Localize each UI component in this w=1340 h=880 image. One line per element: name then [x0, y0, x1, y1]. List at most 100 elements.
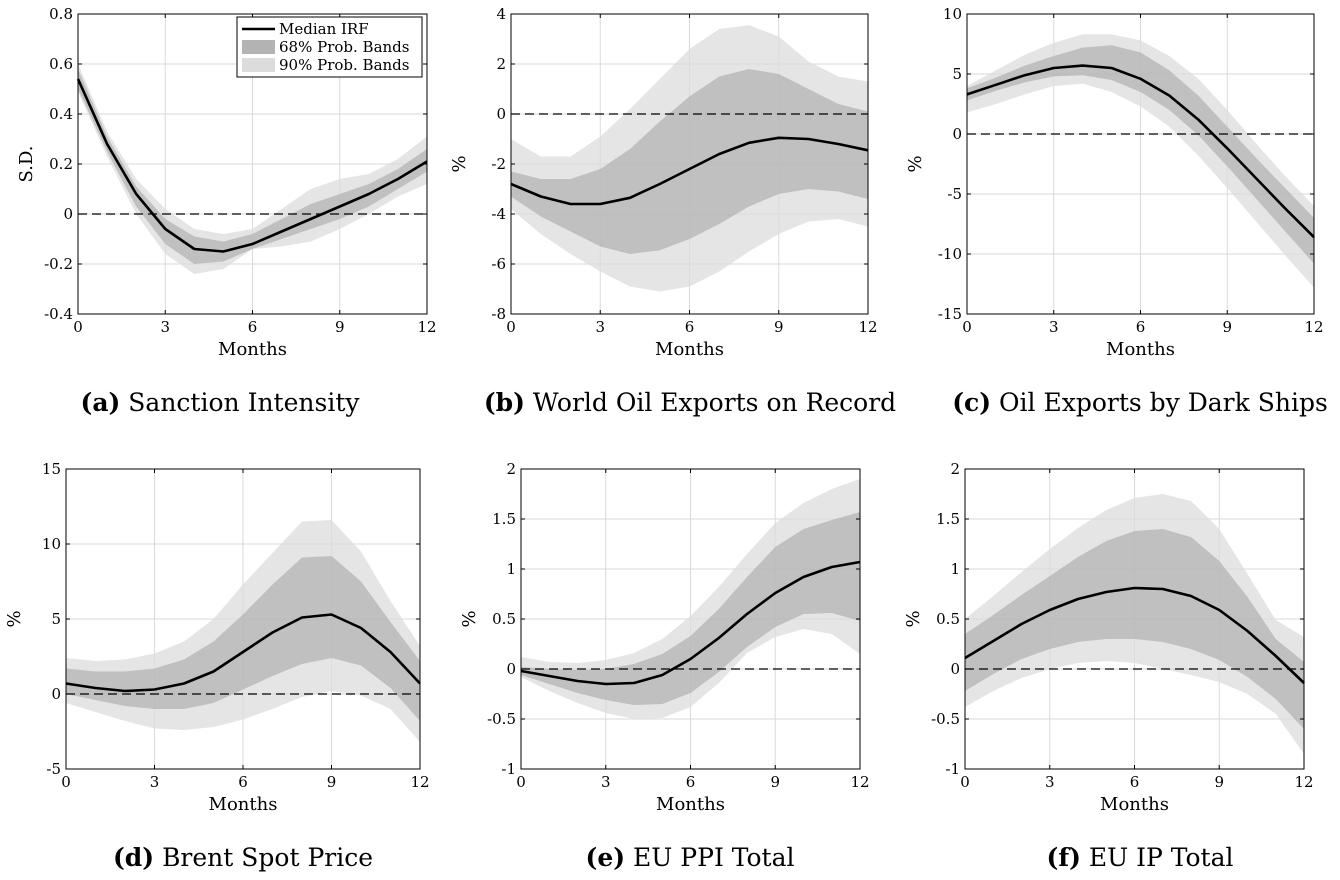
y-tick-label: 0: [506, 660, 516, 678]
y-tick-label: -1: [945, 760, 960, 778]
y-tick-label: 0: [950, 660, 960, 678]
x-tick-label: 3: [1045, 773, 1055, 791]
y-tick-label: 10: [943, 5, 962, 23]
caption-space: [625, 843, 633, 872]
caption-space: [1081, 843, 1089, 872]
caption-letter: (d): [113, 843, 154, 872]
panel-f: 0 3 6 9 12 -1 -0.5 0 0.5 1 1.5 2 Months% (f) EU IP To…: [903, 460, 1314, 872]
x-tick-label: 9: [327, 773, 337, 791]
x-tick-label: 12: [858, 318, 877, 336]
y-tick-label: 0.5: [492, 610, 516, 628]
y-tick-label: -8: [491, 305, 506, 323]
x-tick-label: 3: [595, 318, 605, 336]
y-tick-label: -2: [491, 155, 506, 173]
caption-title: EU PPI Total: [633, 843, 794, 872]
x-tick-label: 6: [238, 773, 248, 791]
y-tick-label: 0.8: [49, 5, 73, 23]
y-tick-label: 0: [496, 105, 506, 123]
x-tick-label: 3: [160, 318, 170, 336]
y-tick-label: -5: [947, 185, 962, 203]
x-tick-label: 9: [1222, 318, 1232, 336]
legend-median-label: Median IRF: [279, 20, 369, 38]
x-tick-label: 3: [601, 773, 611, 791]
y-axis-label: %: [459, 610, 480, 627]
caption-space: [991, 388, 999, 417]
legend-band90-label: 90% Prob. Bands: [279, 56, 409, 74]
y-tick-label: -0.2: [44, 255, 73, 273]
median-irf-line: [510, 136, 869, 206]
y-tick-label: -10: [938, 245, 962, 263]
y-tick-label: -0.5: [487, 710, 516, 728]
y-tick-label: -1: [501, 760, 516, 778]
x-axis-label: Months: [218, 339, 287, 360]
x-tick-label: 12: [417, 318, 436, 336]
y-tick-label: 0.6: [49, 55, 73, 73]
caption-space: [120, 388, 128, 417]
x-tick-label: 6: [1130, 773, 1140, 791]
band-68: [965, 529, 1304, 729]
panel-caption: (b) World Oil Exports on Record: [484, 388, 896, 417]
caption-letter: (e): [586, 843, 626, 872]
y-tick-label: 1.5: [492, 510, 516, 528]
x-tick-label: 9: [1214, 773, 1224, 791]
panel-b: 0 3 6 9 12 -8 -6 -4 -2 0 2 4 Months% (b) World Oil Ex…: [449, 5, 896, 417]
median-irf-line: [964, 586, 1305, 684]
x-axis-label: Months: [655, 339, 724, 360]
x-tick-label: 6: [1136, 318, 1146, 336]
x-tick-label: 0: [61, 773, 71, 791]
legend-band90-swatch: [242, 58, 275, 72]
y-axis-label: %: [903, 610, 924, 627]
x-tick-label: 0: [960, 773, 970, 791]
band-68: [967, 45, 1314, 264]
caption-letter: (f): [1046, 843, 1080, 872]
panel-caption: (f) EU IP Total: [1046, 843, 1233, 872]
x-tick-label: 3: [1049, 318, 1059, 336]
y-tick-label: 10: [42, 535, 61, 553]
y-axis-label: %: [449, 155, 470, 172]
x-axis-label: Months: [1100, 794, 1169, 815]
caption-title: EU IP Total: [1089, 843, 1234, 872]
median-irf-line: [65, 613, 421, 693]
y-tick-label: 0: [51, 685, 61, 703]
x-tick-label: 0: [73, 318, 83, 336]
caption-letter: (c): [952, 388, 991, 417]
caption-letter: (b): [484, 388, 525, 417]
x-tick-label: 9: [770, 773, 780, 791]
y-tick-label: 2: [950, 460, 960, 478]
y-tick-label: 1: [950, 560, 960, 578]
median-irf-line: [76, 78, 428, 253]
x-axis-label: Months: [209, 794, 278, 815]
band-90: [521, 479, 860, 719]
x-tick-label: 6: [686, 773, 696, 791]
panel-caption: (a) Sanction Intensity: [80, 388, 360, 417]
x-axis-label: Months: [1106, 339, 1175, 360]
x-tick-label: 12: [1304, 318, 1323, 336]
panel-caption: (e) EU PPI Total: [586, 843, 795, 872]
x-tick-label: 0: [516, 773, 526, 791]
x-tick-label: 3: [150, 773, 160, 791]
x-tick-label: 0: [506, 318, 516, 336]
y-axis-label: S.D.: [16, 146, 37, 183]
band-68: [521, 512, 860, 705]
y-tick-label: 5: [51, 610, 61, 628]
x-tick-label: 6: [685, 318, 695, 336]
panel-caption: (c) Oil Exports by Dark Ships: [952, 388, 1328, 417]
median-irf-line: [966, 64, 1315, 239]
y-tick-label: -15: [938, 305, 962, 323]
y-tick-label: -5: [46, 760, 61, 778]
caption-title: World Oil Exports on Record: [533, 388, 896, 417]
y-tick-label: 0: [63, 205, 73, 223]
x-tick-label: 12: [1294, 773, 1313, 791]
y-tick-label: 0.5: [936, 610, 960, 628]
y-axis-label: %: [905, 155, 926, 172]
y-tick-label: 2: [506, 460, 516, 478]
band-68: [78, 69, 427, 264]
x-tick-label: 9: [335, 318, 345, 336]
median-irf-line: [520, 560, 861, 686]
x-tick-label: 12: [410, 773, 429, 791]
caption-title: Sanction Intensity: [128, 388, 360, 417]
band-68: [511, 69, 868, 254]
y-tick-label: 15: [42, 460, 61, 478]
